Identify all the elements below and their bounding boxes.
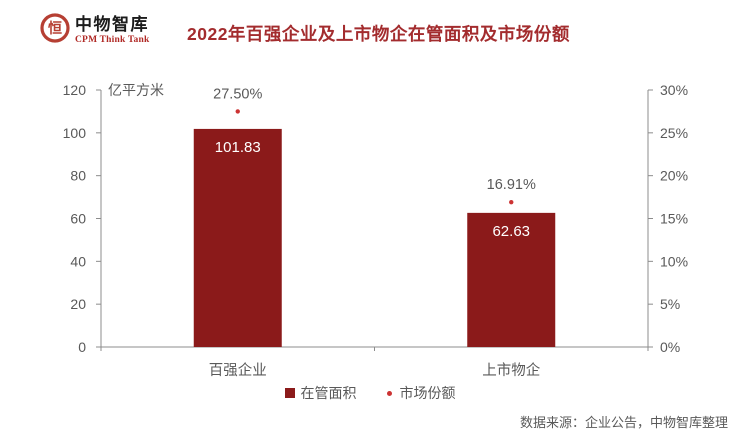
left-axis-tick-label: 20 <box>70 296 86 312</box>
data-source-note: 数据来源：企业公告，中物智库整理 <box>519 415 728 430</box>
left-axis-tick-label: 80 <box>70 168 86 184</box>
bar-value-label: 101.83 <box>215 139 261 156</box>
scatter-series-dot-icon <box>386 390 392 396</box>
right-axis-tick-label: 25% <box>660 125 688 141</box>
legend-label-area: 在管面积 <box>300 385 357 401</box>
category-label-0: 百强企业 <box>209 361 267 379</box>
right-axis-tick-label: 5% <box>660 296 680 312</box>
right-axis-tick-label: 30% <box>660 82 688 98</box>
left-axis-tick-label: 100 <box>63 125 87 141</box>
left-axis-unit-label: 亿平方米 <box>108 82 164 98</box>
bar-series-swatch-icon <box>284 388 295 398</box>
marker-value-label: 27.50% <box>213 86 262 102</box>
legend-item-area: 在管面积 <box>284 383 357 403</box>
marker-value-label: 16.91% <box>487 177 536 193</box>
logo-en-text: CPM Think Tank <box>75 35 150 45</box>
chart-title: 2022年百强企业及上市物企在管面积及市场份额 <box>187 24 570 44</box>
marker-dot-0 <box>235 109 240 114</box>
right-axis-tick-label: 20% <box>660 168 688 184</box>
marker-dot-1 <box>509 199 514 205</box>
legend-item-share: 市场份额 <box>385 383 456 403</box>
bar-0 <box>193 128 282 347</box>
left-axis-tick-label: 0 <box>78 339 86 355</box>
legend: 在管面积 市场份额 <box>0 383 740 403</box>
right-axis-tick-label: 10% <box>660 253 688 269</box>
logo-cn-text: 中物智库 <box>75 15 149 34</box>
bar-value-label: 62.63 <box>492 223 530 240</box>
bar-1 <box>467 212 556 347</box>
right-axis-tick-label: 15% <box>660 211 688 227</box>
legend-label-share: 市场份额 <box>399 385 456 401</box>
cpm-seal-icon: 恒 <box>40 13 70 43</box>
left-axis-tick-label: 60 <box>70 211 86 227</box>
left-axis-tick-label: 40 <box>70 253 86 269</box>
left-axis-tick-label: 120 <box>63 82 87 98</box>
right-axis-tick-label: 0% <box>660 339 680 355</box>
svg-text:恒: 恒 <box>48 20 62 36</box>
logo: 恒 中物智库 CPM Think Tank <box>40 13 149 46</box>
category-label-1: 上市物企 <box>482 361 540 379</box>
